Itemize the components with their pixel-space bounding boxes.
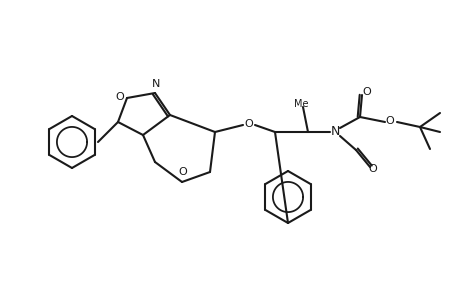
Text: O: O xyxy=(115,92,124,102)
Text: N: N xyxy=(151,79,160,89)
Text: N: N xyxy=(330,124,339,137)
Text: O: O xyxy=(385,116,393,126)
Text: Me: Me xyxy=(293,99,308,109)
Text: O: O xyxy=(368,164,376,174)
Text: O: O xyxy=(178,167,187,177)
Text: O: O xyxy=(362,87,370,97)
Text: O: O xyxy=(244,119,253,129)
